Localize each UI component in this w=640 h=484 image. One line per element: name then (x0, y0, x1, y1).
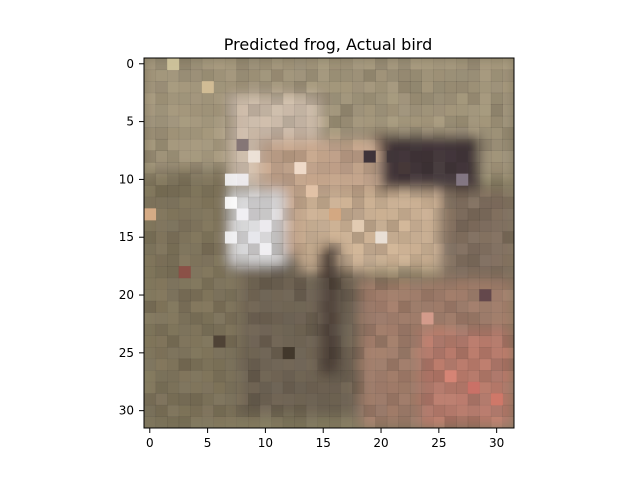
x-tick-label: 5 (204, 436, 212, 450)
x-axis: 0 5 10 15 20 25 30 (146, 428, 504, 450)
x-tick-label: 20 (373, 436, 388, 450)
x-tick-label: 30 (489, 436, 504, 450)
chart-title: Predicted frog, Actual bird (224, 35, 432, 54)
y-tick-label: 15 (119, 230, 134, 244)
y-tick-label: 20 (119, 288, 134, 302)
pixelated-bird-image (143, 57, 515, 429)
y-tick-label: 10 (119, 172, 134, 186)
x-tick-label: 15 (316, 436, 331, 450)
x-tick-label: 0 (146, 436, 154, 450)
x-tick-label: 25 (431, 436, 446, 450)
y-tick-label: 25 (119, 346, 134, 360)
x-tick-label: 10 (258, 436, 273, 450)
y-tick-label: 0 (126, 57, 134, 71)
y-tick-label: 5 (126, 115, 134, 129)
y-axis: 0 5 10 15 20 25 30 (119, 57, 144, 418)
y-tick-label: 30 (119, 404, 134, 418)
image-frame (143, 57, 515, 429)
